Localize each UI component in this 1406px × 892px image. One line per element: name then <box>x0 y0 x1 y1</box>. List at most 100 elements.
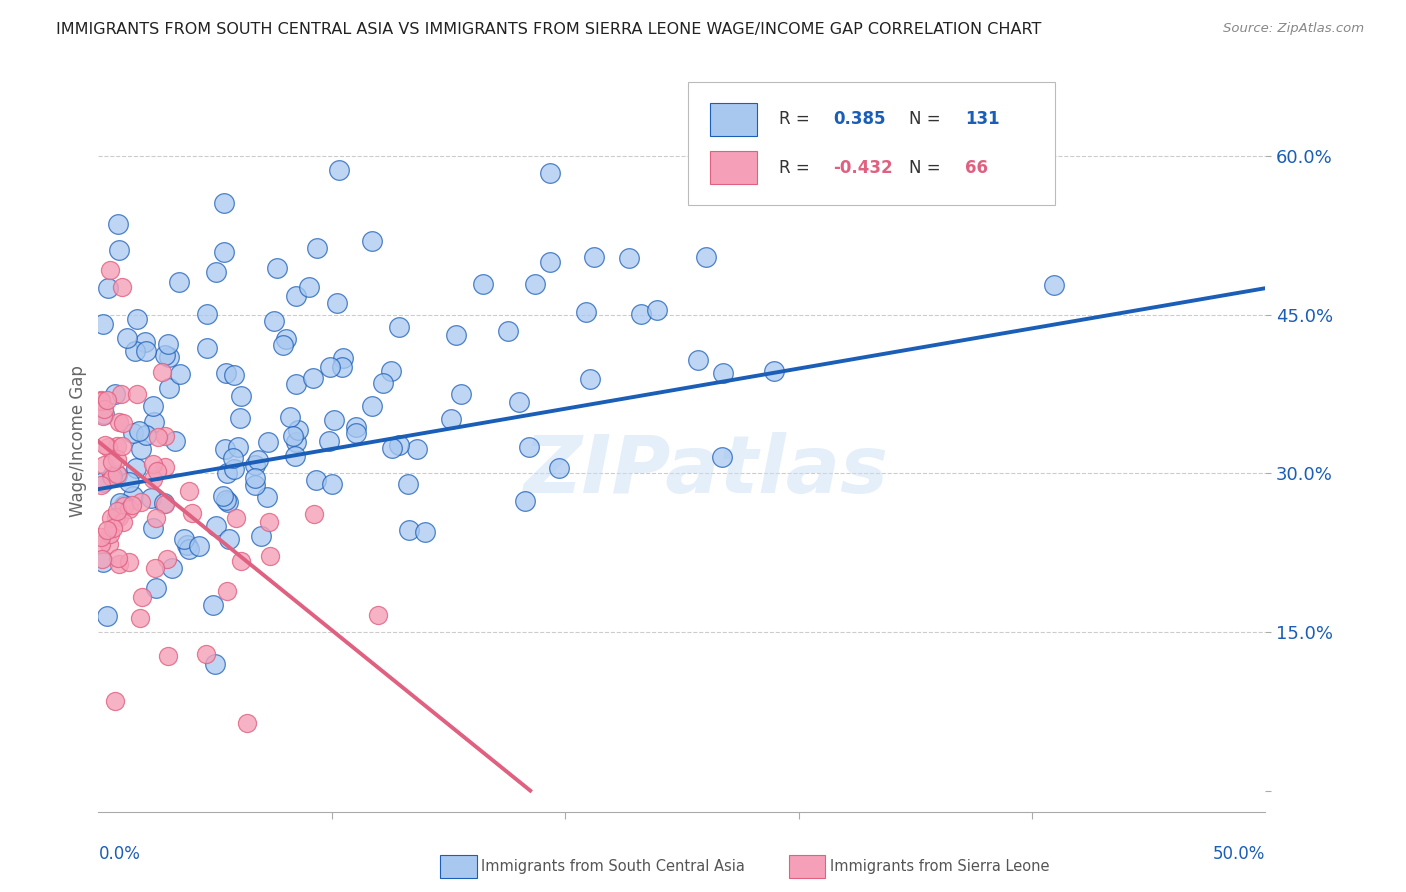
Point <box>440 412 463 426</box>
Point <box>647 302 669 317</box>
Point <box>118 555 141 569</box>
Point <box>105 467 128 482</box>
Point <box>104 386 127 401</box>
Point <box>298 280 321 294</box>
Point <box>763 364 786 378</box>
Point <box>538 166 561 180</box>
Point <box>381 441 404 455</box>
Point <box>112 499 135 513</box>
Point <box>284 376 307 391</box>
Point <box>396 476 419 491</box>
Point <box>259 515 281 529</box>
Y-axis label: Wage/Income Gap: Wage/Income Gap <box>69 366 87 517</box>
Point <box>305 241 328 255</box>
Point <box>281 429 304 443</box>
Point <box>150 365 173 379</box>
Point <box>222 368 245 382</box>
Point <box>91 555 114 569</box>
Point <box>153 429 176 443</box>
Point <box>101 469 124 483</box>
Point <box>91 409 114 423</box>
Point <box>134 334 156 349</box>
Point <box>630 308 652 322</box>
Point <box>524 277 547 291</box>
Point <box>129 494 152 508</box>
Point <box>444 327 467 342</box>
Point <box>96 440 118 454</box>
Point <box>617 252 640 266</box>
Point <box>367 608 389 623</box>
Point <box>246 453 269 467</box>
Point <box>128 611 150 625</box>
Text: R =: R = <box>779 159 810 177</box>
Text: ZIPatlas: ZIPatlas <box>523 432 887 510</box>
Point <box>105 509 128 524</box>
FancyBboxPatch shape <box>710 152 756 184</box>
Point <box>406 442 429 456</box>
Point <box>142 520 165 534</box>
Point <box>169 275 191 289</box>
Point <box>101 521 124 535</box>
Point <box>217 466 239 480</box>
Point <box>284 450 307 464</box>
Point <box>194 647 217 661</box>
Point <box>380 364 402 378</box>
Point <box>205 518 228 533</box>
Text: 0.385: 0.385 <box>834 111 886 128</box>
Point <box>371 376 394 390</box>
Point <box>387 437 409 451</box>
Point <box>582 250 605 264</box>
Point <box>211 489 233 503</box>
Text: 0.0%: 0.0% <box>98 845 141 863</box>
Point <box>93 407 115 421</box>
Point <box>173 532 195 546</box>
Text: 66: 66 <box>966 159 988 177</box>
Point <box>139 491 162 505</box>
Point <box>160 561 183 575</box>
Point <box>163 434 186 448</box>
Point <box>142 457 165 471</box>
Text: 131: 131 <box>966 111 1000 128</box>
Point <box>157 649 180 664</box>
Text: -0.432: -0.432 <box>834 159 893 177</box>
Point <box>517 440 540 454</box>
Point <box>415 524 437 539</box>
Point <box>169 367 191 381</box>
Point <box>115 331 138 345</box>
Point <box>285 435 308 450</box>
Point <box>91 318 114 332</box>
Point <box>318 434 340 448</box>
Point <box>128 424 150 438</box>
Point <box>323 413 346 427</box>
Point <box>100 470 122 484</box>
Point <box>548 461 571 475</box>
Point <box>332 351 354 366</box>
Point <box>157 337 180 351</box>
Point <box>177 541 200 556</box>
Point <box>98 537 121 551</box>
Point <box>360 235 382 249</box>
Point <box>229 388 252 402</box>
Point <box>1043 278 1066 293</box>
Point <box>90 394 112 409</box>
Point <box>330 359 353 374</box>
Point <box>214 442 236 456</box>
Point <box>107 217 129 231</box>
Point <box>212 245 235 260</box>
Point <box>226 440 249 454</box>
Point <box>195 341 218 355</box>
Point <box>155 460 177 475</box>
Point <box>319 359 342 374</box>
Point <box>176 538 198 552</box>
Point <box>90 537 112 551</box>
Point <box>104 693 127 707</box>
Point <box>108 416 131 430</box>
Point <box>112 498 135 512</box>
Text: Source: ZipAtlas.com: Source: ZipAtlas.com <box>1223 22 1364 36</box>
Point <box>156 552 179 566</box>
Point <box>229 554 252 568</box>
Point <box>112 515 135 529</box>
Point <box>686 353 709 368</box>
Point <box>143 561 166 575</box>
Point <box>217 494 239 508</box>
